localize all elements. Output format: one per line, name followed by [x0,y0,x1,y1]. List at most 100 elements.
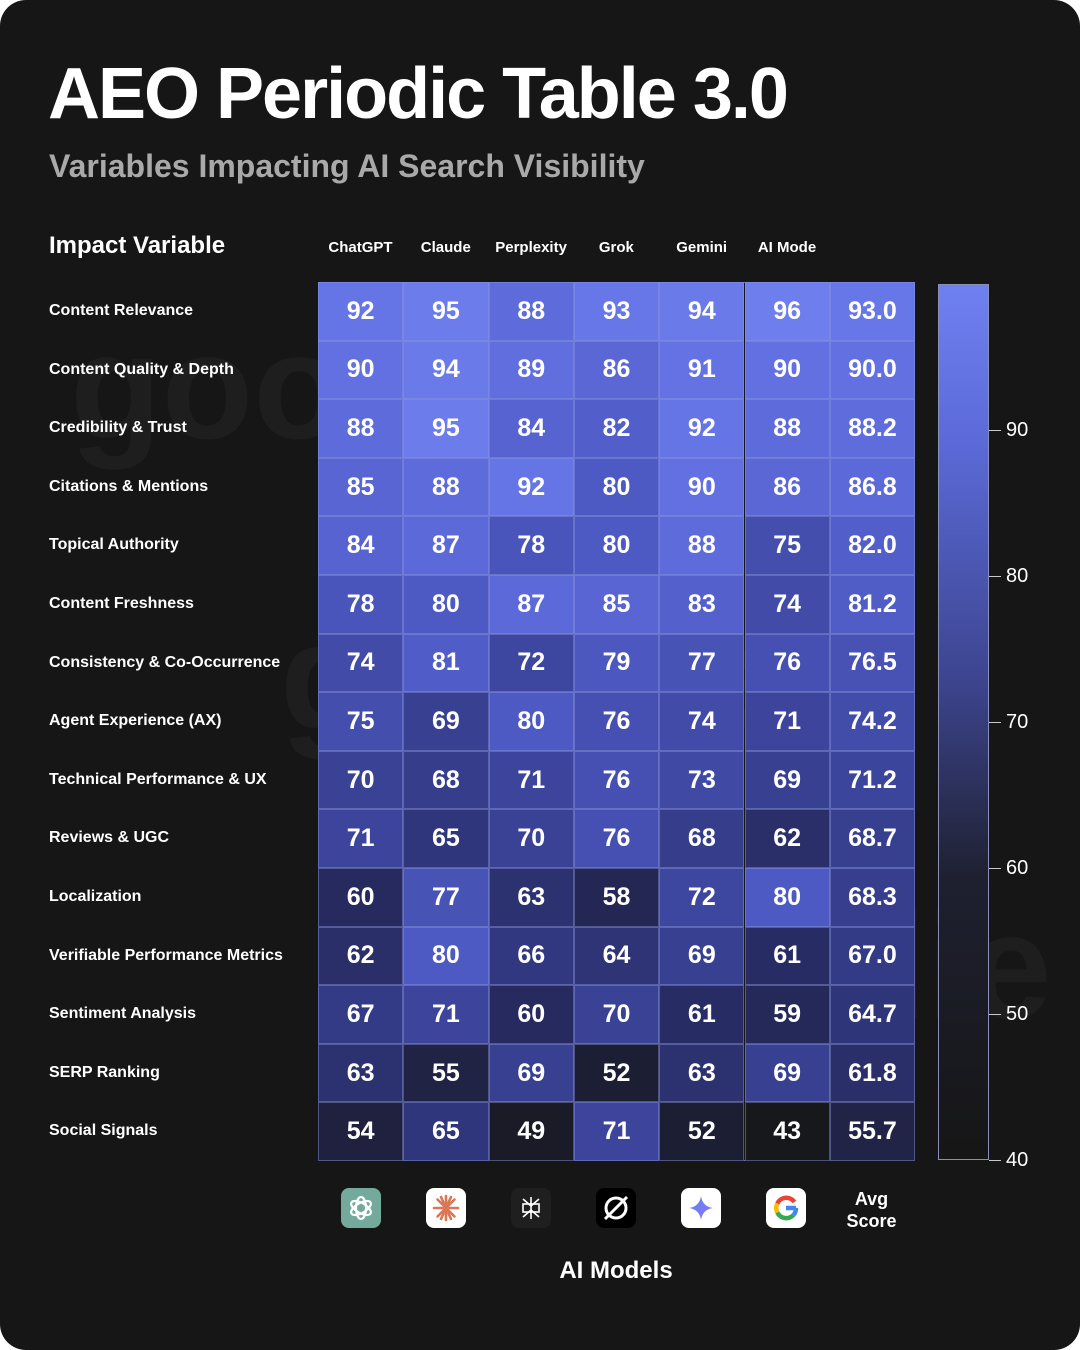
avg-score-label: Avg Score [846,1189,897,1231]
heatmap-cell: 74 [659,692,745,751]
heatmap-cell: 91 [659,340,745,400]
page-title: AEO Periodic Table 3.0 [48,54,789,134]
heatmap-cell: 62 [318,926,404,986]
heatmap-cell: 83 [659,575,745,634]
heatmap-cell: 52 [659,1102,745,1161]
avg-score-cell: 61.8 [829,1043,916,1103]
heatmap-cell: 68 [403,750,489,810]
column-header: Perplexity [495,239,567,256]
heatmap-cell: 73 [659,750,745,810]
heatmap-cell: 92 [488,457,574,517]
column-header: AI Mode [757,239,817,256]
heatmap-cell: 80 [403,926,489,986]
heatmap-cell: 71 [403,985,489,1044]
heatmap-cell: 86 [573,340,660,400]
row-label: SERP Ranking [49,1063,160,1081]
row-label: Localization [49,888,142,905]
heatmap-cell: 68 [659,809,745,868]
avg-score-cell: 55.7 [829,1102,916,1161]
heatmap-cell: 95 [403,399,489,458]
page-subtitle: Variables Impacting AI Search Visibility [49,148,645,184]
heatmap-cell: 76 [744,633,830,693]
heatmap-cell: 52 [573,1043,660,1103]
avg-score-cell: 74.2 [829,692,916,751]
gemini-icon [681,1188,721,1228]
avg-score-cell: 64.7 [829,985,916,1044]
heatmap-cell: 90 [659,457,745,517]
column-header: Claude [420,239,471,256]
avg-score-cell: 86.8 [829,457,916,517]
heatmap-cell: 71 [488,750,574,810]
avg-score-cell: 71.2 [829,750,916,810]
heatmap-cell: 88 [659,516,745,575]
heatmap-cell: 80 [573,516,660,575]
heatmap-cell: 84 [318,516,404,575]
heatmap-cell: 75 [744,516,830,575]
heatmap-cell: 95 [403,282,489,341]
colorbar-tick [989,576,1001,577]
colorbar-tick-label: 80 [1006,565,1029,587]
heatmap-cell: 80 [573,457,660,517]
heatmap-cell: 60 [488,985,574,1044]
heatmap-cell: 49 [488,1102,574,1161]
avg-score-cell: 88.2 [829,399,916,458]
heatmap-cell: 80 [488,692,574,751]
heatmap-cell: 71 [573,1102,660,1161]
avg-score-cell: 68.7 [829,809,916,868]
heatmap-cell: 76 [573,809,660,868]
colorbar [938,284,989,1160]
colorbar-tick [989,868,1001,869]
heatmap-cell: 84 [488,399,574,458]
heatmap-cell: 61 [744,926,830,986]
claude-icon [426,1188,466,1228]
heatmap-cell: 88 [403,457,489,517]
heatmap-cell: 87 [488,575,574,634]
row-label: Credibility & Trust [49,419,187,437]
heatmap-cell: 54 [318,1102,404,1161]
heatmap-cell: 76 [573,750,660,810]
heatmap-cell: 67 [318,985,404,1044]
row-label: Content Relevance [49,302,194,319]
grok-icon [596,1188,636,1228]
heatmap-cell: 89 [488,340,574,400]
heatmap-cell: 43 [744,1102,830,1161]
avg-score-cell: 82.0 [829,516,916,575]
row-label: Content Quality & Depth [49,360,234,378]
avg-score-cell: 67.0 [829,926,916,986]
colorbar-tick-label: 90 [1006,419,1029,441]
row-label: Social Signals [49,1122,158,1140]
colorbar-tick-label: 50 [1006,1003,1029,1025]
heatmap-cell: 55 [403,1043,489,1103]
heatmap-cell: 69 [659,926,745,986]
perplexity-icon [511,1188,551,1228]
heatmap-cell: 72 [659,868,745,927]
heatmap-cell: 75 [318,692,404,751]
heatmap-grid: 92 95 88 93 94 96 93.0 90 94 89 86 91 90 90.0 88 95 84 82… [318,282,916,1161]
heatmap-cell: 77 [403,868,489,927]
heatmap-cell: 96 [744,282,830,341]
row-label: Reviews & UGC [49,829,170,847]
heatmap-cell: 61 [659,985,745,1044]
heatmap-cell: 66 [488,926,574,986]
column-header: Grok [598,239,634,256]
row-label: Content Freshness [49,595,194,612]
heatmap-cell: 59 [744,985,830,1044]
heatmap-cell: 82 [573,399,660,458]
heatmap-cell: 80 [744,868,830,927]
colorbar-tick [989,1014,1001,1015]
x-axis-title: AI Models [559,1257,673,1284]
heatmap-cell: 80 [403,575,489,634]
row-label: Agent Experience (AX) [49,712,222,730]
chatgpt-icon [341,1188,381,1228]
colorbar-tick [989,1160,1001,1161]
colorbar-tick [989,430,1001,431]
row-label: Technical Performance & UX [49,770,267,788]
heatmap-cell: 74 [318,633,404,693]
heatmap-cell: 74 [744,575,830,634]
heatmap-cell: 71 [318,809,404,868]
row-label: Consistency & Co-Occurrence [49,653,281,671]
heatmap-cell: 88 [744,399,830,458]
colorbar-tick-label: 60 [1006,857,1029,879]
heatmap-cell: 63 [659,1043,745,1103]
